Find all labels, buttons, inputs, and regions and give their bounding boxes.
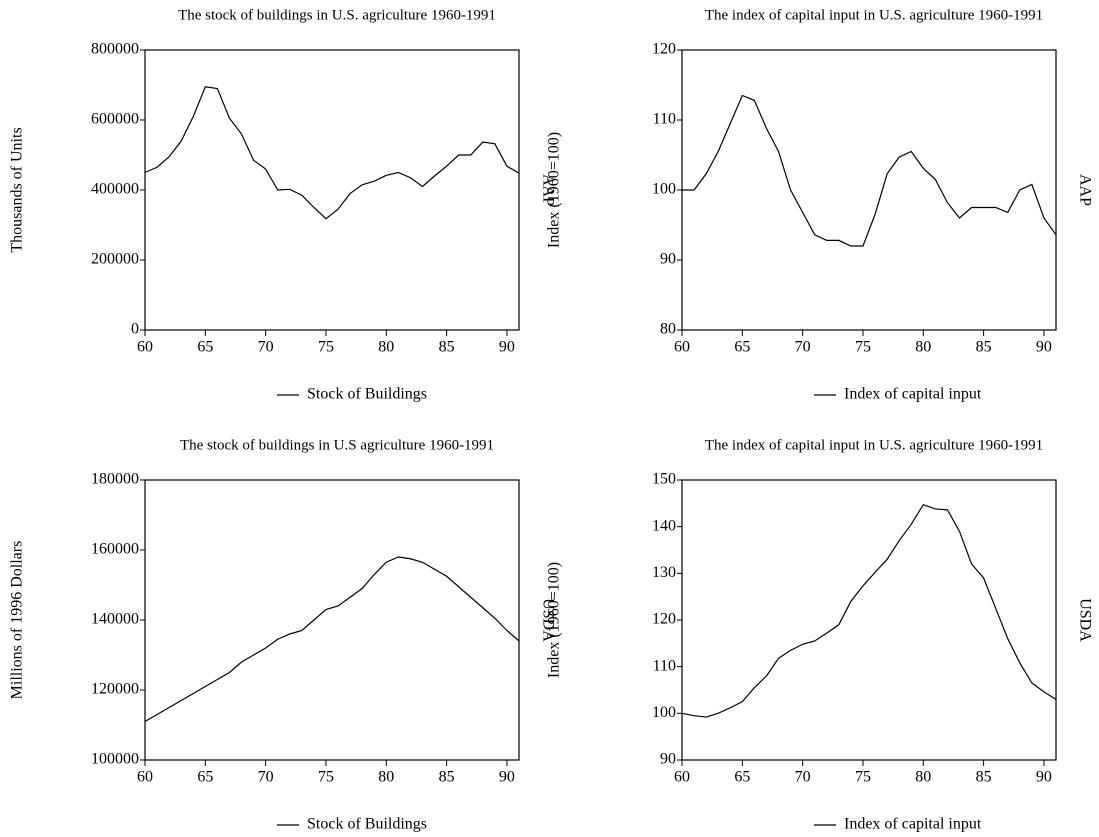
y-tick-label: 140000 bbox=[91, 611, 139, 628]
x-tick-label: 60 bbox=[137, 339, 153, 356]
data-line bbox=[682, 94, 1057, 247]
x-tick-label: 70 bbox=[795, 769, 811, 786]
x-tick-label: 90 bbox=[1036, 339, 1052, 356]
x-tick-label: 65 bbox=[197, 339, 213, 356]
y-tick-label: 80 bbox=[660, 321, 676, 338]
x-tick-label: 80 bbox=[915, 769, 931, 786]
chart-title: The index of capital input in U.S. agric… bbox=[705, 437, 1043, 453]
x-tick-label: 70 bbox=[258, 769, 274, 786]
y-tick-label: 400000 bbox=[91, 181, 139, 198]
x-tick-label: 90 bbox=[499, 339, 515, 356]
y-tick-label: 150 bbox=[652, 471, 676, 488]
plot-frame bbox=[681, 49, 1057, 331]
chart-title: The index of capital input in U.S. agric… bbox=[705, 7, 1043, 23]
x-tick-label: 60 bbox=[137, 769, 153, 786]
legend-label: Index of capital input bbox=[844, 816, 982, 833]
y-tick-label: 130 bbox=[652, 564, 676, 581]
y-tick-label: 120000 bbox=[91, 681, 139, 698]
x-tick-label: 85 bbox=[976, 769, 992, 786]
y-tick-label: 120 bbox=[652, 41, 676, 58]
y-tick-label: 120 bbox=[652, 611, 676, 628]
legend-label: Index of capital input bbox=[844, 386, 982, 403]
data-line bbox=[144, 86, 520, 220]
y-tick-label: 0 bbox=[131, 321, 139, 338]
y-axis-label: Thousands of Units bbox=[9, 127, 26, 252]
y-tick-label: 90 bbox=[660, 251, 676, 268]
plot-frame bbox=[144, 479, 520, 761]
x-tick-label: 90 bbox=[499, 769, 515, 786]
y-tick-label: 110 bbox=[653, 657, 676, 674]
x-tick-label: 70 bbox=[795, 339, 811, 356]
data-line bbox=[144, 556, 520, 723]
y-tick-label: 140 bbox=[652, 517, 676, 534]
y-tick-label: 600000 bbox=[91, 111, 139, 128]
x-tick-label: 80 bbox=[378, 769, 394, 786]
x-tick-label: 75 bbox=[318, 339, 334, 356]
source-label: AAP bbox=[1076, 174, 1093, 206]
x-tick-label: 85 bbox=[439, 769, 455, 786]
x-tick-label: 85 bbox=[976, 339, 992, 356]
x-tick-label: 70 bbox=[258, 339, 274, 356]
x-tick-label: 60 bbox=[674, 339, 690, 356]
x-tick-label: 85 bbox=[439, 339, 455, 356]
y-tick-label: 100 bbox=[652, 181, 676, 198]
chart-title: The stock of buildings in U.S agricultur… bbox=[180, 437, 494, 453]
y-tick-label: 100 bbox=[652, 704, 676, 721]
source-label: USDA bbox=[539, 598, 556, 642]
y-tick-label: 110 bbox=[653, 111, 676, 128]
y-tick-label: 800000 bbox=[91, 41, 139, 58]
y-axis-label: Millions of 1996 Dollars bbox=[9, 541, 26, 700]
x-tick-label: 65 bbox=[734, 769, 750, 786]
x-tick-label: 65 bbox=[197, 769, 213, 786]
x-tick-label: 65 bbox=[734, 339, 750, 356]
source-label: AAP bbox=[539, 174, 556, 206]
x-tick-label: 75 bbox=[855, 339, 871, 356]
y-tick-label: 100000 bbox=[91, 751, 139, 768]
legend-label: Stock of Buildings bbox=[307, 816, 427, 833]
y-tick-label: 200000 bbox=[91, 251, 139, 268]
y-tick-label: 160000 bbox=[91, 541, 139, 558]
x-tick-label: 90 bbox=[1036, 769, 1052, 786]
y-axis-label: Index (1960=100) bbox=[546, 132, 563, 248]
y-axis-label: Index (1960=100) bbox=[546, 562, 563, 678]
legend-label: Stock of Buildings bbox=[307, 386, 427, 403]
source-label: USDA bbox=[1076, 598, 1093, 642]
y-tick-label: 90 bbox=[660, 751, 676, 768]
x-tick-label: 60 bbox=[674, 769, 690, 786]
chart-title: The stock of buildings in U.S. agricultu… bbox=[178, 7, 496, 23]
x-tick-label: 75 bbox=[318, 769, 334, 786]
data-line bbox=[681, 504, 1057, 718]
x-tick-label: 80 bbox=[378, 339, 394, 356]
x-tick-label: 80 bbox=[915, 339, 931, 356]
y-tick-label: 180000 bbox=[91, 471, 139, 488]
x-tick-label: 75 bbox=[855, 769, 871, 786]
plot-frame bbox=[144, 49, 520, 331]
